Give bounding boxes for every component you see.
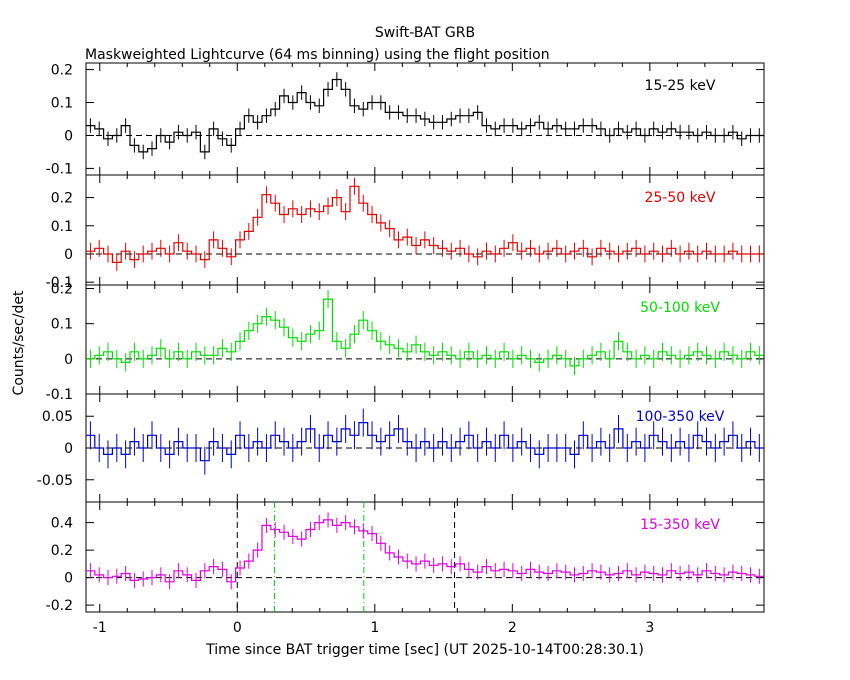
y-tick-label: 0.2 — [51, 191, 73, 207]
y-tick-label: 0.2 — [51, 282, 73, 298]
x-tick-label: 1 — [370, 620, 379, 636]
y-tick-label: 0.2 — [51, 543, 73, 559]
x-tick-label: 0 — [233, 620, 242, 636]
band-label: 15-350 keV — [640, 517, 720, 533]
lightcurve-series — [86, 185, 764, 263]
y-tick-label: 0.05 — [42, 409, 73, 425]
panel-0: -0.1 0 0.1 0.2 15-25 keV — [46, 62, 765, 177]
y-tick-label: 0.1 — [51, 96, 73, 112]
band-label: 25-50 keV — [645, 190, 716, 206]
band-label: 100-350 keV — [636, 409, 725, 425]
y-tick-label: 0 — [64, 352, 73, 368]
y-tick-label: -0.2 — [46, 598, 73, 614]
lightcurve-series — [86, 519, 764, 583]
y-axis-label: Counts/sec/det — [11, 290, 27, 395]
y-tick-label: 0 — [64, 128, 73, 144]
y-tick-label: 0.4 — [51, 516, 73, 532]
chart-subtitle: Maskweighted Lightcurve (64 ms binning) … — [85, 47, 550, 63]
panel-frame — [85, 501, 765, 613]
y-tick-label: 0 — [64, 441, 73, 457]
panel-2: -0.1 0 0.1 0.2 50-100 keV — [46, 282, 765, 403]
chart-title: Swift-BAT GRB — [375, 25, 475, 41]
panel-4: -0.2 0 0.2 0.4 15-350 keV — [46, 501, 765, 614]
band-label: 50-100 keV — [640, 300, 720, 316]
y-tick-label: 0.1 — [51, 219, 73, 235]
x-axis-label: Time since BAT trigger time [sec] (UT 20… — [205, 642, 644, 658]
y-tick-label: 0 — [64, 571, 73, 587]
x-tick-label: 2 — [508, 620, 517, 636]
x-tick-label: -1 — [93, 620, 107, 636]
y-tick-label: 0 — [64, 247, 73, 263]
lightcurve-series — [86, 422, 764, 462]
y-tick-label: 0.1 — [51, 317, 73, 333]
y-tick-label: 0.2 — [51, 63, 73, 79]
band-label: 15-25 keV — [645, 78, 716, 94]
lightcurve-series — [86, 78, 764, 153]
x-tick-label: 3 — [645, 620, 654, 636]
panel-1: -0.1 0 0.1 0.2 25-50 keV — [46, 174, 765, 291]
panel-3: -0.05 0 0.05 100-350 keV — [37, 393, 765, 503]
y-tick-label: -0.05 — [37, 473, 73, 489]
y-tick-label: -0.1 — [46, 387, 73, 403]
y-tick-label: -0.1 — [46, 161, 73, 177]
y-tick-label: -0.1 — [46, 275, 73, 291]
lightcurve-series — [86, 298, 764, 367]
